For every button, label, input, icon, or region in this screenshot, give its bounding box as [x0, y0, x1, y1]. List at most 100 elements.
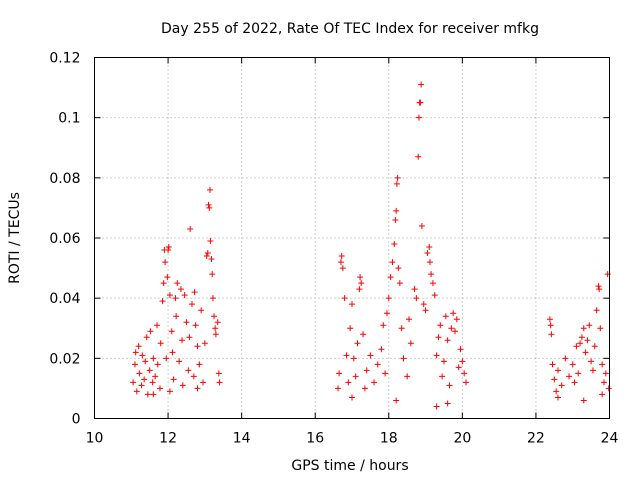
data-point [352, 373, 359, 380]
data-point [343, 352, 350, 359]
data-point [382, 370, 389, 377]
data-point [426, 259, 433, 266]
data-point [413, 295, 420, 302]
data-point [165, 247, 172, 254]
axis-ticks: 10 12 14 16 18 20 22 24 0 0.02 0.04 0.06 0.08 0.1 0.12 [49, 51, 618, 447]
data-point [580, 397, 587, 404]
data-point [345, 379, 352, 386]
data-point [389, 259, 396, 266]
data-point [569, 361, 576, 368]
data-point [566, 373, 573, 380]
chart-title: Day 255 of 2022, Rate Of TEC Index for r… [161, 21, 539, 37]
data-point [361, 385, 368, 392]
data-point [358, 280, 365, 287]
data-point [453, 316, 460, 323]
data-point [371, 379, 378, 386]
data-point [349, 301, 355, 308]
x-axis-label: GPS time / hours [291, 458, 408, 474]
data-point [571, 379, 578, 386]
data-point [196, 361, 203, 368]
data-point [393, 207, 400, 214]
data-point [605, 385, 612, 392]
data-point [350, 355, 357, 362]
data-point [602, 370, 609, 377]
grid-lines [94, 57, 610, 419]
data-point [457, 346, 464, 353]
data-point [426, 244, 433, 251]
data-point [459, 358, 466, 365]
data-point [201, 340, 208, 347]
data-point [573, 343, 580, 350]
plot-frame [94, 57, 610, 419]
data-point [216, 379, 223, 386]
data-point [179, 382, 186, 389]
data-point [392, 216, 399, 223]
data-point [179, 337, 186, 344]
data-point [164, 274, 171, 281]
data-point [143, 334, 150, 341]
data-point [463, 379, 470, 386]
data-point [582, 349, 589, 356]
data-point [398, 325, 405, 332]
data-point [157, 340, 164, 347]
data-point [448, 325, 455, 332]
data-point [555, 394, 561, 401]
data-point [209, 295, 216, 302]
data-point [135, 343, 142, 350]
data-point [150, 391, 157, 398]
data-point [194, 343, 201, 350]
data-point [188, 301, 195, 308]
x-tick-label: 16 [306, 431, 324, 447]
data-point [407, 340, 414, 347]
data-point [393, 180, 400, 187]
x-tick-label: 12 [159, 431, 177, 447]
data-point [452, 328, 458, 335]
data-point [190, 373, 197, 380]
data-point [424, 250, 431, 257]
data-point [547, 322, 554, 329]
y-tick-label: 0.04 [49, 291, 80, 307]
data-point [146, 367, 153, 374]
data-point [555, 367, 561, 374]
data-point [336, 370, 343, 377]
data-point [595, 283, 602, 290]
data-point [580, 325, 587, 332]
data-point [176, 358, 183, 365]
data-point [360, 331, 367, 338]
data-point [212, 325, 219, 332]
data-point [159, 298, 166, 305]
data-point [341, 295, 348, 302]
data-point [200, 379, 207, 386]
data-point [400, 355, 407, 362]
data-point [170, 376, 177, 383]
data-point [211, 313, 218, 320]
data-point [422, 307, 429, 314]
data-point [383, 310, 390, 317]
data-point [589, 367, 596, 374]
data-point [394, 174, 401, 181]
data-point [440, 358, 447, 365]
data-point [138, 382, 145, 389]
data-point [597, 325, 604, 332]
data-point [186, 334, 193, 341]
data-point [455, 364, 462, 371]
data-point [363, 367, 370, 374]
data-point [437, 322, 444, 329]
data-point [144, 391, 151, 398]
data-point [208, 256, 215, 263]
data-point [406, 316, 413, 323]
data-point [204, 250, 211, 257]
data-point [420, 301, 427, 308]
data-point [205, 201, 212, 208]
data-point [187, 225, 194, 232]
data-point [177, 286, 184, 293]
data-point [357, 274, 364, 281]
data-point [584, 337, 591, 344]
data-point [130, 379, 137, 386]
data-point [586, 322, 593, 329]
data-point [212, 331, 219, 338]
data-point [356, 286, 363, 293]
data-point [139, 352, 146, 359]
data-point [415, 114, 422, 121]
